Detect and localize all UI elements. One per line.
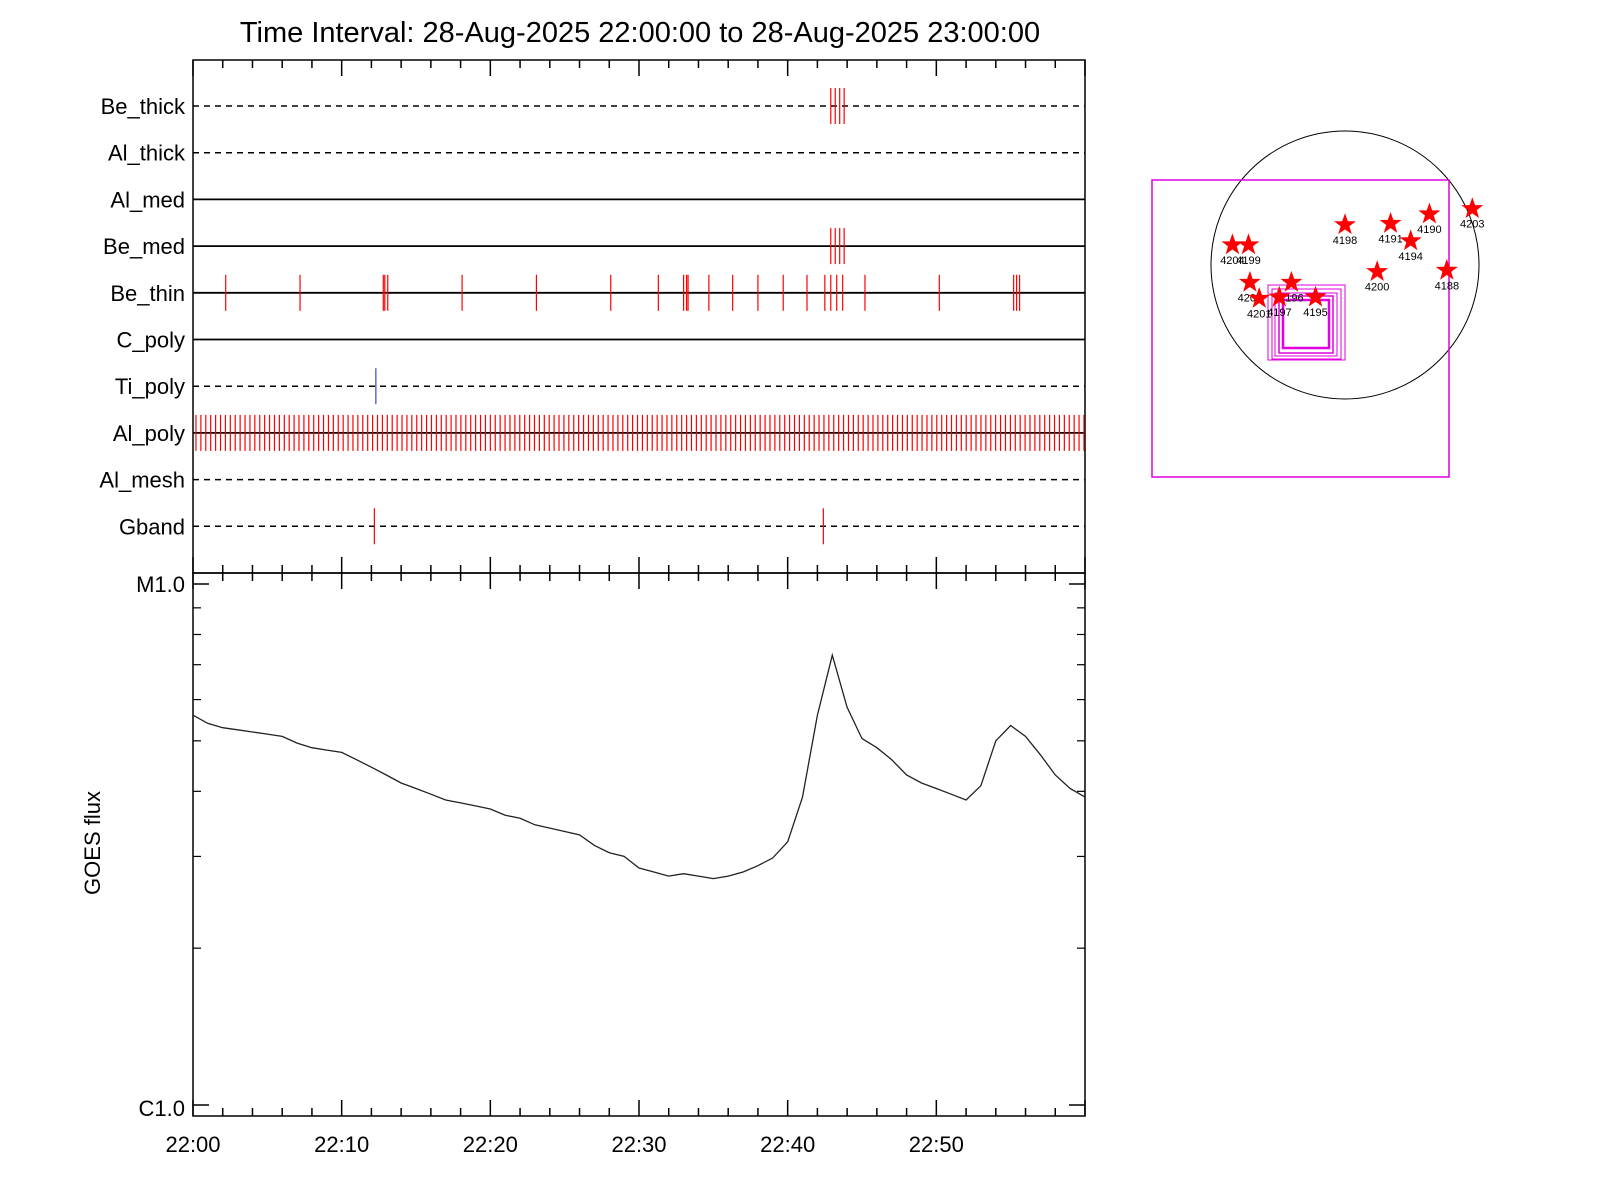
region-label: 4191 [1378, 233, 1402, 245]
xtick-label: 22:30 [611, 1132, 666, 1157]
region-marker [1461, 197, 1484, 219]
timeline-frame [192, 59, 1086, 574]
field-of-view-box [1151, 179, 1450, 478]
fov-box-5 [1281, 298, 1331, 350]
flux-frame [192, 572, 1086, 1117]
region-label: 4198 [1333, 235, 1357, 247]
fov-box-1 [1267, 284, 1346, 361]
region-marker [1379, 211, 1402, 233]
xtick-label: 22:20 [463, 1132, 518, 1157]
region-marker [1221, 233, 1244, 255]
channel-label-be-med: Be_med [103, 234, 185, 259]
channel-label-be-thin: Be_thin [110, 281, 185, 306]
channel-label-be-thick: Be_thick [101, 94, 186, 119]
region-marker [1268, 285, 1291, 307]
region-marker [1280, 270, 1303, 292]
chart-title: Time Interval: 28-Aug-2025 22:00:00 to 2… [240, 17, 1040, 49]
region-marker [1248, 286, 1271, 308]
region-label: 4194 [1398, 251, 1422, 263]
xtick-label: 22:40 [760, 1132, 815, 1157]
region-marker [1399, 229, 1422, 251]
xtick-label: 22:50 [909, 1132, 964, 1157]
region-label: 4199 [1236, 255, 1260, 267]
xtick-label: 22:10 [314, 1132, 369, 1157]
region-label: 4195 [1303, 307, 1327, 319]
region-label: 4201 [1247, 309, 1271, 321]
fov-box-4 [1278, 295, 1334, 354]
event-timeline-panel: Be_thick Al_thick Al_med Be_med Be_thin C_pol… [99, 59, 1086, 1116]
channel-label-c-poly: C_poly [117, 328, 185, 353]
channel-label-ti-poly: Ti_poly [115, 374, 185, 399]
region-marker [1435, 258, 1458, 280]
flux-ytick-top: M1.0 [136, 572, 185, 597]
channel-label-al-poly: Al_poly [113, 421, 185, 446]
small-field-of-view-boxes [1267, 284, 1346, 361]
xtick-label: 22:00 [165, 1132, 220, 1157]
channel-label-gband: Gband [119, 514, 185, 539]
channel-label-al-mesh: Al_mesh [99, 468, 185, 493]
region-label: 4203 [1460, 219, 1484, 231]
solar-disk [1210, 130, 1480, 400]
region-label: 4204 [1220, 255, 1244, 267]
fov-box-2 [1271, 288, 1342, 360]
fov-box-3 [1274, 292, 1338, 357]
flux-ylabel: GOES flux [80, 791, 105, 895]
channel-label-al-med: Al_med [110, 187, 185, 212]
region-label: 4190 [1417, 224, 1441, 236]
region-label: 4188 [1435, 280, 1459, 292]
flux-ytick-bottom: C1.0 [139, 1096, 185, 1121]
region-marker [1237, 233, 1260, 255]
region-marker [1418, 202, 1441, 224]
region-label: 4197 [1267, 307, 1291, 319]
channel-label-al-thick: Al_thick [108, 141, 186, 166]
region-marker [1304, 285, 1327, 307]
region-marker [1238, 270, 1261, 292]
goes-flux-panel: M1.0 C1.0 GOES flux 22:00 22:10 22:20 22:30… [80, 572, 1086, 1157]
region-marker [1366, 260, 1389, 282]
goes-flux-series [192, 652, 1086, 880]
region-marker [1334, 213, 1356, 235]
region-label: 4200 [1365, 282, 1389, 294]
